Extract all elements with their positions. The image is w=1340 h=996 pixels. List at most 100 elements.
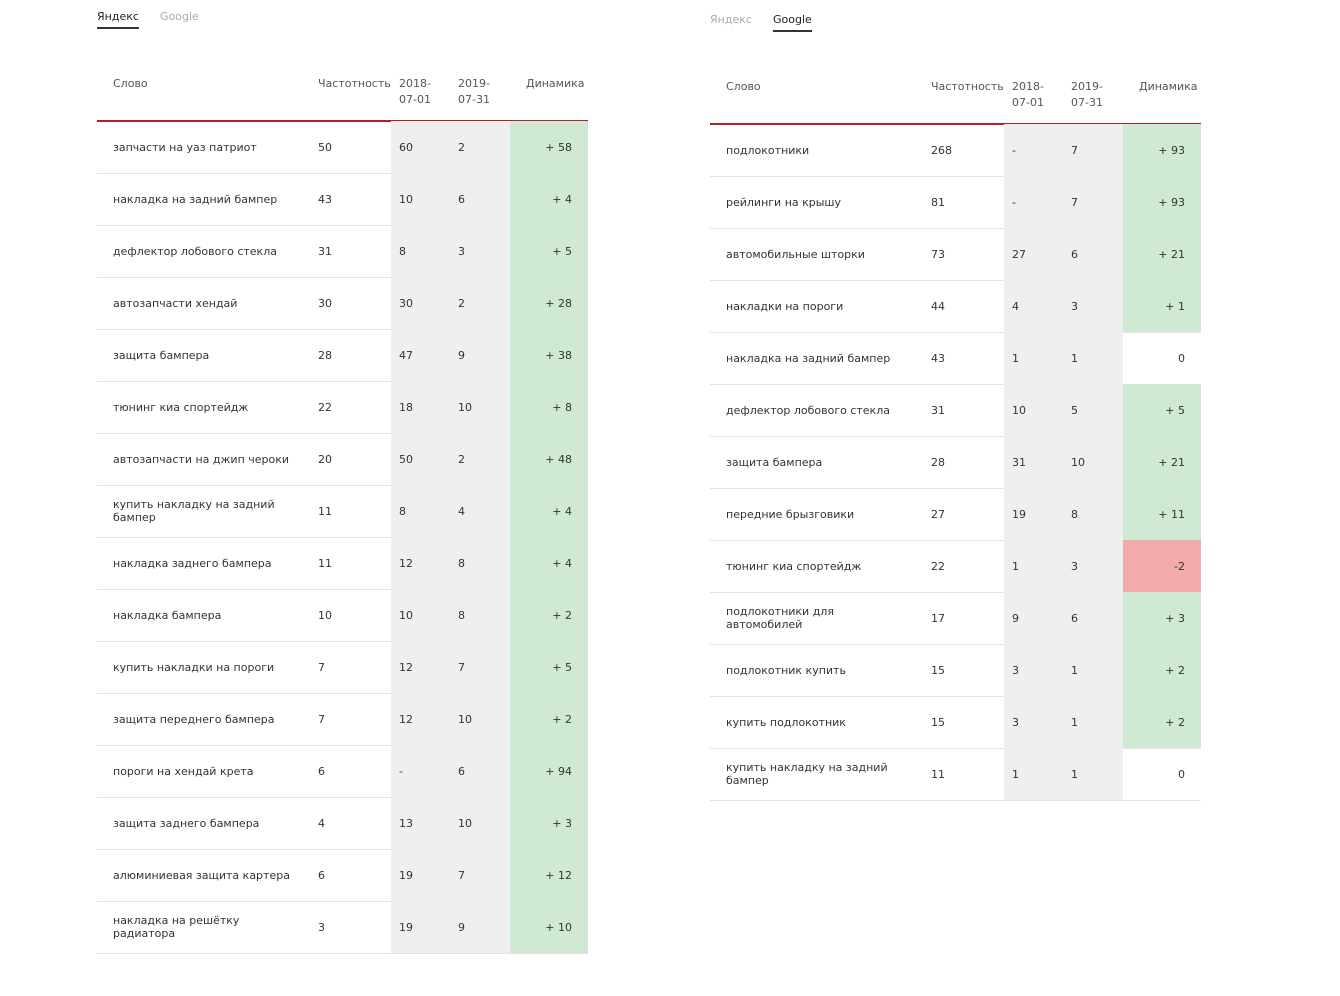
cell-value: + 4 (510, 537, 588, 589)
keyword: пороги на хендай крета (113, 764, 254, 778)
cell-value: 18 (391, 381, 450, 433)
cell-value: 22 (931, 559, 945, 573)
cell-value: 0 (1178, 351, 1185, 365)
header-rule (97, 120, 588, 122)
cell-value: + 93 (1123, 176, 1201, 228)
keyword: накладка на решётку радиатора (113, 914, 240, 940)
cell-value: 9 (450, 901, 510, 953)
cell-value: 1 (1004, 540, 1063, 592)
column-header: 2019-07-31 (1071, 80, 1103, 109)
column-header: 2018-07-01 (399, 77, 431, 106)
cell-value: 268 (931, 143, 952, 157)
keyword: купить накладку на задний бампер (113, 498, 275, 524)
table-row: накладка на задний бампер 43 10 6 + 4 (97, 173, 588, 226)
cell-value: + 8 (510, 381, 588, 433)
cell-value: 22 (318, 400, 332, 414)
cell-value: + 93 (1123, 124, 1201, 176)
table-row: тюнинг киа спортейдж 22 18 10 + 8 (97, 381, 588, 434)
cell-value: 6 (318, 764, 325, 778)
cell-value: 30 (318, 296, 332, 310)
cell-value: 12 (391, 641, 450, 693)
table-row: пороги на хендай крета 6-6 + 94 (97, 745, 588, 798)
keyword: рейлинги на крышу (726, 195, 842, 209)
cell-value: 11 (318, 556, 332, 570)
header-rule (710, 123, 1201, 125)
keyword: купить накладки на пороги (113, 660, 275, 674)
keyword: подлокотники для автомобилей (726, 605, 834, 631)
cell-value: 8 (450, 589, 510, 641)
tab[interactable]: Яндекс (97, 10, 139, 29)
keyword: накладка на задний бампер (113, 192, 278, 206)
table-row: защита переднего бампера 7 12 10 + 2 (97, 693, 588, 746)
cell-value: 19 (391, 849, 450, 901)
cell-value: 20 (318, 452, 332, 466)
keyword: защита бампера (726, 455, 823, 469)
cell-value: 30 (391, 277, 450, 329)
cell-value: 81 (931, 195, 945, 209)
column-header: 2018-07-01 (1012, 80, 1044, 109)
cell-value: 1 (1063, 696, 1123, 748)
keyword: защита бампера (113, 348, 210, 362)
cell-value: 1 (1063, 332, 1123, 384)
cell-value: + 5 (510, 641, 588, 693)
column-header: Слово (113, 77, 148, 90)
table: Слово Частотность 2018-07-01 2019-07-31 Дина… (97, 70, 588, 954)
cell-value: 7 (1063, 176, 1123, 228)
tab[interactable]: Яндекс (710, 13, 752, 26)
table-row: автомобильные шторки 73 27 6 + 21 (710, 228, 1201, 281)
cell-value: 12 (391, 693, 450, 745)
cell-value: 50 (391, 433, 450, 485)
tab[interactable]: Google (773, 13, 812, 32)
cell-value: + 3 (1123, 592, 1201, 644)
cell-value: 7 (318, 712, 325, 726)
cell-value: 3 (1004, 644, 1063, 696)
table-row: автозапчасти хендай 30 30 2 + 28 (97, 277, 588, 330)
column-header: Частотность (931, 80, 1004, 93)
cell-value: 31 (931, 403, 945, 417)
cell-value: + 5 (1123, 384, 1201, 436)
table-row: купить подлокотник 15 3 1 + 2 (710, 696, 1201, 749)
cell-value: 1 (1063, 644, 1123, 696)
cell-value: 15 (931, 715, 945, 729)
table-row: алюминиевая защита картера 6 19 7 + 12 (97, 849, 588, 902)
cell-value: + 10 (510, 901, 588, 953)
cell-value: 6 (450, 173, 510, 225)
keyword: накладка бампера (113, 608, 222, 622)
table-row: накладка на задний бампер 43 1 1 0 (710, 332, 1201, 385)
table-row: защита бампера 28 47 9 + 38 (97, 329, 588, 382)
cell-value: 28 (318, 348, 332, 362)
table-row: купить накладки на пороги 7 12 7 + 5 (97, 641, 588, 694)
cell-value: 3 (450, 225, 510, 277)
cell-value: 12 (391, 537, 450, 589)
cell-value: 10 (450, 797, 510, 849)
table-row: накладка заднего бампера 11 12 8 + 4 (97, 537, 588, 590)
cell-value: 31 (1004, 436, 1063, 488)
cell-value: + 2 (1123, 644, 1201, 696)
cell-value: 17 (931, 611, 945, 625)
column-header: Частотность (318, 77, 391, 90)
table-row: рейлинги на крышу 81 -7 + 93 (710, 176, 1201, 229)
cell-value: + 11 (1123, 488, 1201, 540)
keyword: накладка на задний бампер (726, 351, 891, 365)
keyword: автозапчасти хендай (113, 296, 238, 310)
cell-value: 6 (318, 868, 325, 882)
cell-value: 3 (1063, 280, 1123, 332)
column-header: 2019-07-31 (458, 77, 490, 106)
cell-value: 2 (450, 277, 510, 329)
tab[interactable]: Google (160, 10, 199, 23)
cell-value: 8 (450, 537, 510, 589)
column-header: Динамика (526, 77, 585, 90)
table-row: накладка на решётку радиатора 3 19 9 + 10 (97, 901, 588, 954)
cell-value: + 1 (1123, 280, 1201, 332)
table-row: передние брызговики 27 19 8 + 11 (710, 488, 1201, 541)
cell-value: 47 (391, 329, 450, 381)
cell-value: 3 (318, 920, 325, 934)
cell-value: + 28 (510, 277, 588, 329)
cell-value: 4 (1004, 280, 1063, 332)
cell-value: + 48 (510, 433, 588, 485)
cell-value: - (1004, 176, 1063, 228)
cell-value: 10 (318, 608, 332, 622)
column-header: Динамика (1139, 80, 1198, 93)
cell-value: 7 (450, 849, 510, 901)
